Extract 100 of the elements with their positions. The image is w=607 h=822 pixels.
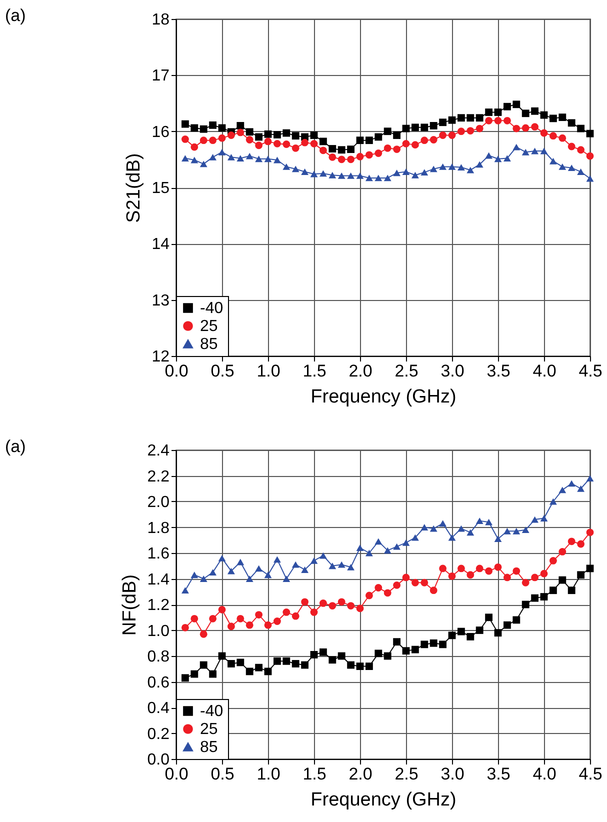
x-tick-label: 2.0	[348, 764, 372, 784]
point	[485, 518, 493, 526]
point	[577, 146, 585, 154]
point	[568, 164, 576, 172]
point	[586, 475, 594, 482]
point	[439, 640, 447, 648]
point	[503, 621, 511, 629]
point	[365, 174, 373, 182]
point	[227, 154, 235, 160]
y-tick-label: 1.2	[147, 597, 170, 614]
point	[448, 164, 456, 170]
point	[549, 498, 557, 505]
point	[411, 124, 419, 132]
point	[448, 632, 456, 640]
point	[264, 621, 272, 629]
point	[273, 130, 281, 138]
point	[310, 651, 318, 658]
x-tick-label: 4.5	[578, 362, 602, 380]
point	[200, 160, 208, 168]
point	[420, 124, 428, 132]
point	[568, 119, 576, 127]
point	[200, 136, 208, 144]
point	[430, 525, 438, 532]
point	[420, 169, 428, 176]
legend-label: 85	[200, 739, 218, 756]
y-tick-label: 2.4	[147, 442, 170, 460]
point	[273, 556, 281, 563]
point	[273, 657, 281, 665]
point	[457, 114, 465, 122]
point	[227, 622, 235, 630]
point	[577, 571, 585, 579]
point	[200, 630, 208, 638]
point	[328, 656, 336, 664]
point	[273, 618, 281, 625]
point	[328, 172, 336, 178]
point	[384, 174, 392, 182]
point	[540, 129, 548, 137]
point	[568, 538, 576, 546]
point	[374, 150, 382, 157]
point	[420, 524, 428, 530]
point	[328, 153, 336, 161]
point	[319, 146, 327, 154]
point	[558, 134, 566, 142]
point	[255, 565, 263, 572]
point	[512, 528, 520, 534]
point	[338, 172, 346, 179]
point	[503, 155, 511, 162]
point	[503, 528, 511, 534]
point	[236, 155, 244, 162]
point	[448, 116, 456, 124]
point	[466, 127, 474, 134]
point	[531, 594, 539, 602]
point	[439, 118, 447, 126]
legend-label: 25	[200, 318, 218, 335]
point	[549, 586, 557, 594]
point	[384, 144, 392, 152]
point	[558, 548, 566, 556]
point	[439, 520, 447, 527]
point	[255, 664, 263, 672]
point	[393, 543, 401, 550]
x-tick-label: 0.5	[210, 764, 234, 784]
y-tick-label: 14	[152, 236, 170, 254]
point	[236, 128, 244, 136]
point	[181, 587, 189, 594]
point	[319, 170, 327, 177]
y-tick-label: 13	[152, 292, 170, 310]
point	[246, 668, 254, 676]
x-tick-label: 4.0	[532, 764, 556, 784]
point	[347, 661, 355, 669]
point	[190, 156, 198, 164]
point	[181, 674, 189, 682]
point	[365, 592, 373, 600]
point	[457, 564, 465, 572]
point	[338, 146, 346, 154]
point	[190, 124, 198, 132]
point	[181, 624, 189, 632]
x-tick-label: 1.5	[302, 764, 326, 784]
point	[402, 539, 410, 546]
point	[411, 578, 419, 586]
point	[531, 123, 539, 131]
point	[577, 168, 585, 175]
point	[420, 640, 428, 648]
point	[512, 567, 520, 575]
point	[568, 142, 576, 150]
point	[227, 660, 235, 668]
x-tick-label: 2.0	[348, 362, 372, 380]
point	[393, 581, 401, 589]
point	[384, 589, 392, 597]
point	[200, 576, 208, 582]
point	[485, 152, 493, 159]
point	[365, 136, 373, 144]
point	[301, 598, 309, 606]
point	[457, 164, 465, 170]
point	[512, 616, 520, 624]
point	[485, 116, 493, 124]
point	[439, 164, 447, 170]
x-tick-label: 2.5	[394, 764, 418, 784]
point	[255, 133, 263, 141]
point	[236, 558, 244, 566]
point	[292, 660, 300, 668]
